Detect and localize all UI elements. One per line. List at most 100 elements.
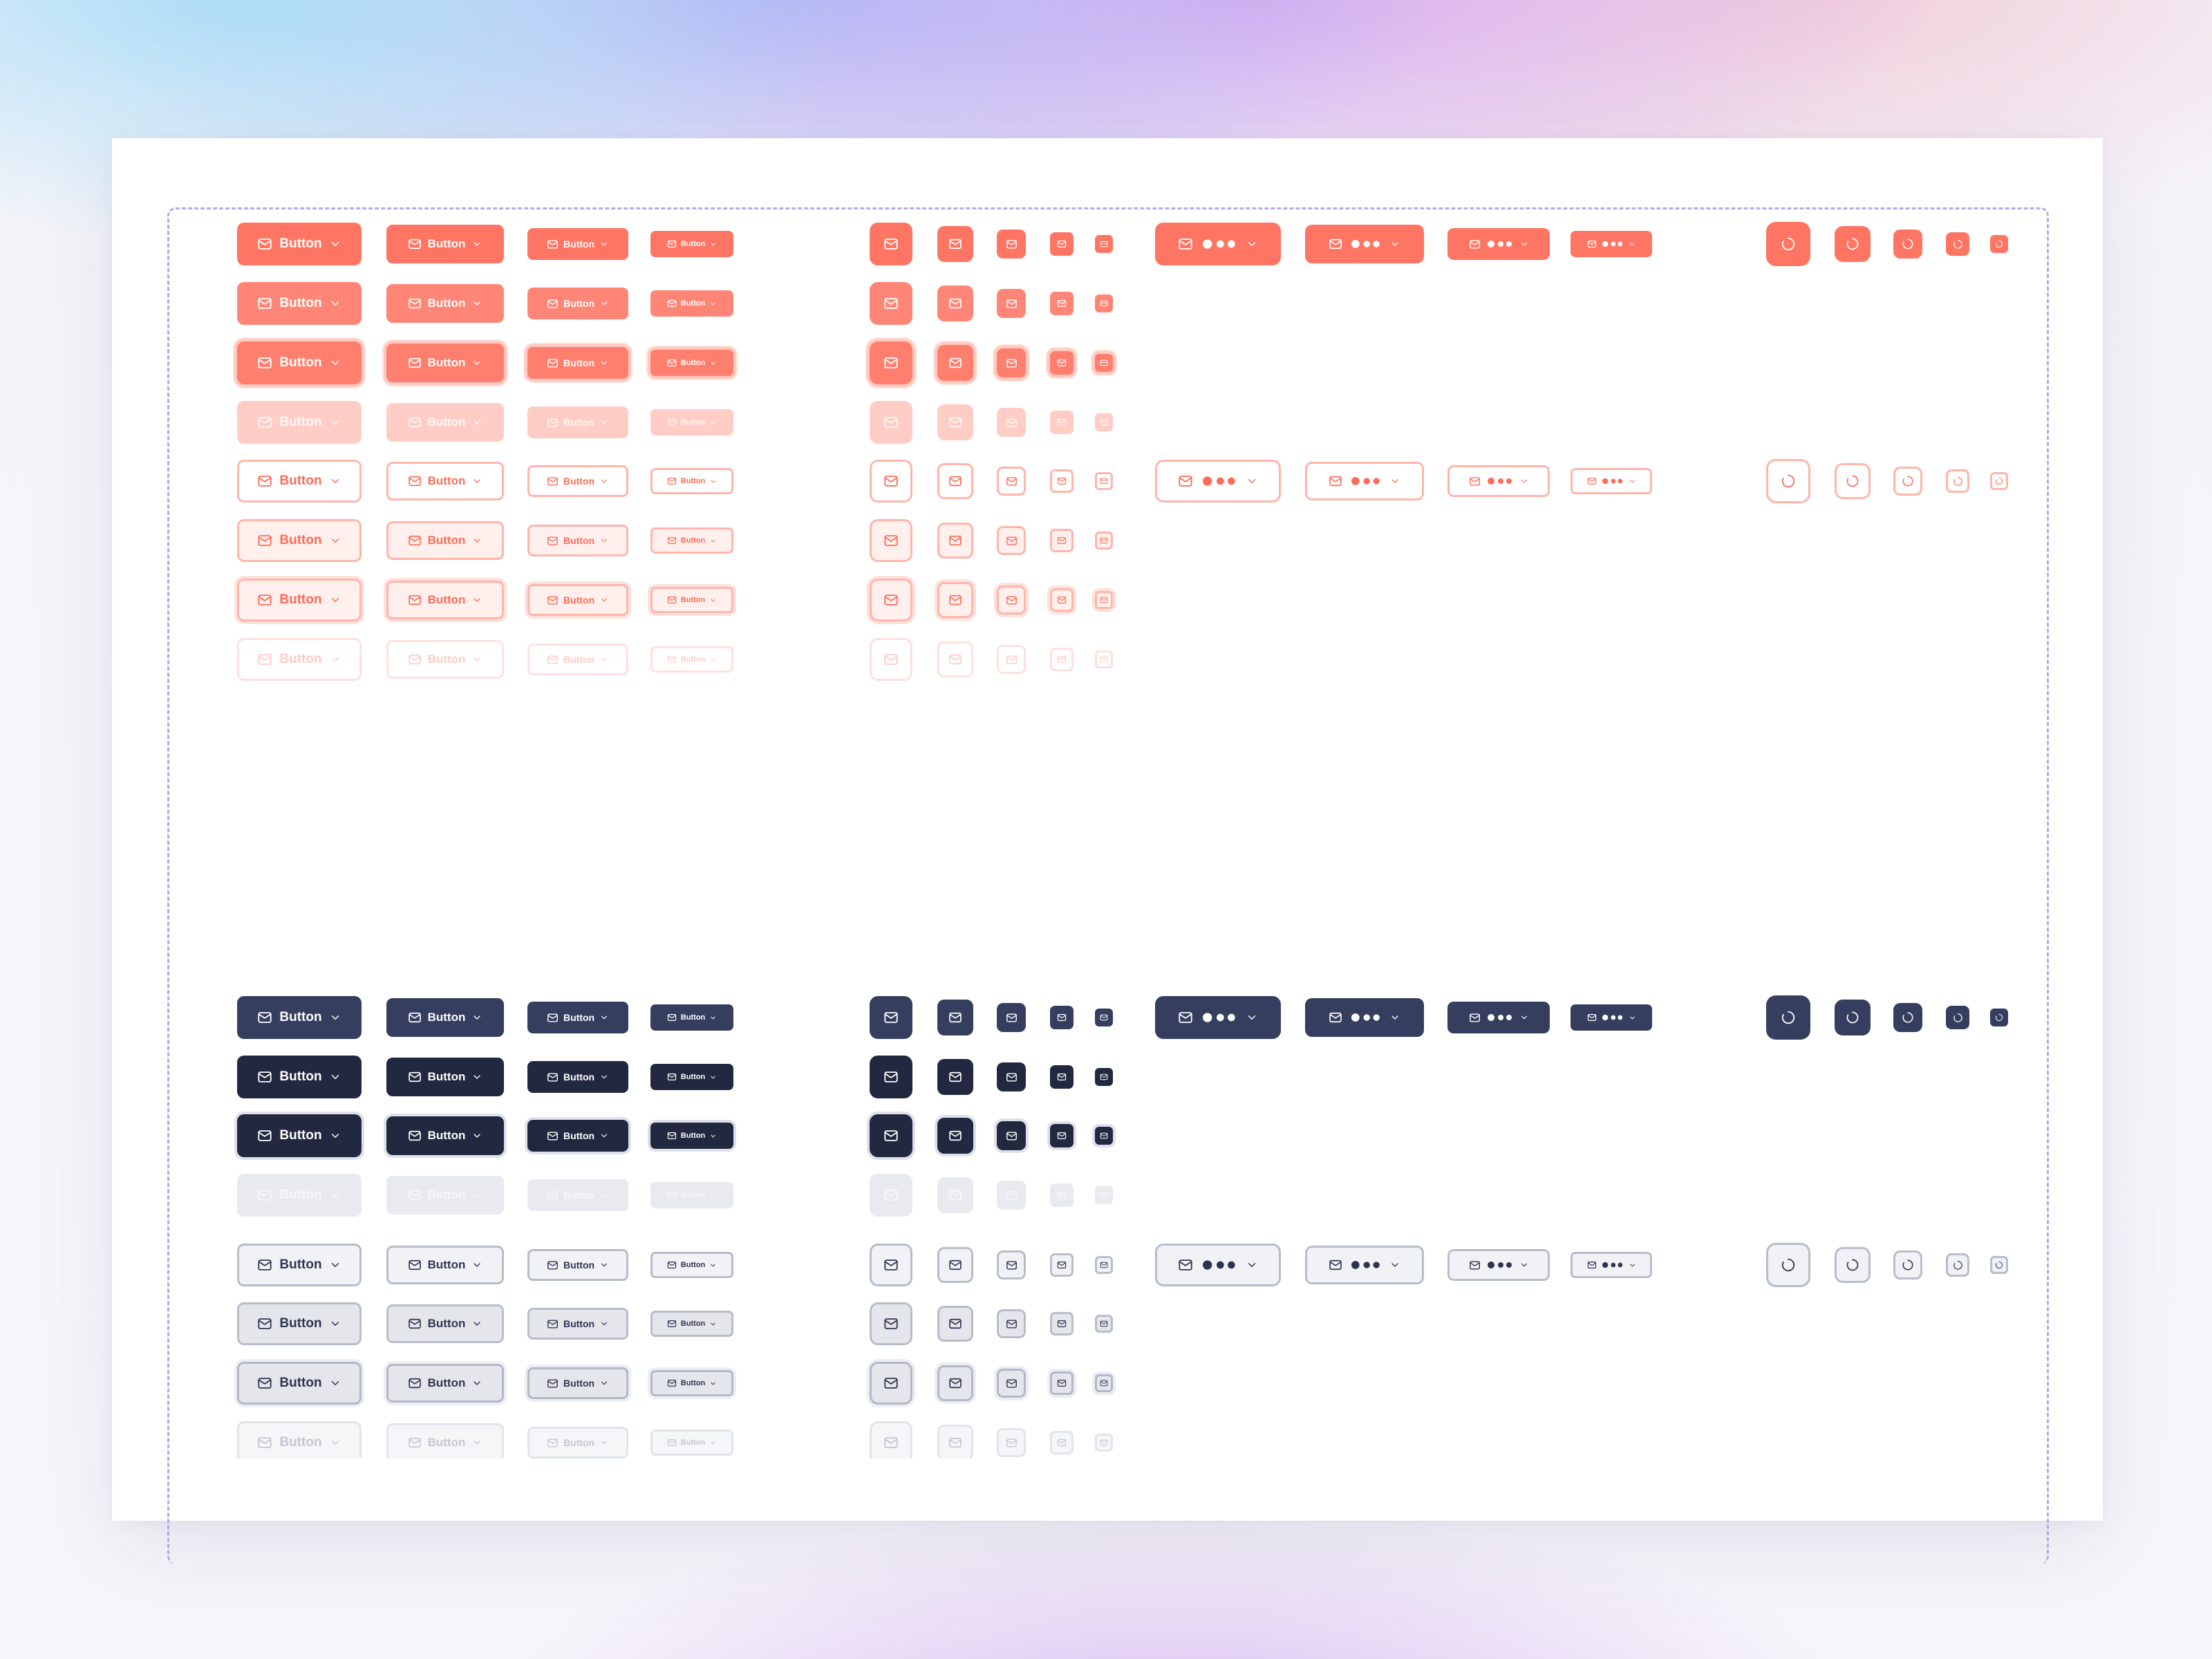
navy-filled-focus-button-sm[interactable]: Button <box>650 1123 733 1149</box>
coral-filled-default-button-sm[interactable]: Button <box>650 231 733 257</box>
gray-outline-hover-icon-button-lg[interactable] <box>937 1306 973 1342</box>
coral-filled-loading-button-xl[interactable] <box>1155 223 1281 265</box>
gray-outline-default-icon-button-md[interactable] <box>997 1250 1026 1280</box>
coral-filled-hover-button-md[interactable]: Button <box>527 288 628 319</box>
gray-outline-loading-button-sm[interactable] <box>1571 1252 1652 1278</box>
coral-filled-spinner-button-xl[interactable] <box>1766 222 1810 266</box>
coral-filled-focus-icon-button-xs[interactable] <box>1095 354 1113 372</box>
gray-outline-focus-button-lg[interactable]: Button <box>386 1364 504 1403</box>
coral-filled-loading-button-lg[interactable] <box>1305 225 1424 263</box>
navy-filled-default-icon-button-sm[interactable] <box>1050 1006 1074 1029</box>
coral-filled-spinner-button-md[interactable] <box>1893 229 1922 259</box>
coral-outline-default-button-sm[interactable]: Button <box>650 468 733 494</box>
gray-outline-spinner-button-xs[interactable] <box>1990 1256 2008 1274</box>
coral-filled-focus-icon-button-md[interactable] <box>997 348 1026 377</box>
coral-outline-focus-button-md[interactable]: Button <box>527 584 628 616</box>
navy-filled-default-icon-button-lg[interactable] <box>937 1000 973 1035</box>
gray-outline-hover-button-lg[interactable]: Button <box>386 1304 504 1343</box>
navy-filled-hover-icon-button-sm[interactable] <box>1050 1065 1074 1089</box>
gray-outline-loading-button-lg[interactable] <box>1305 1246 1424 1284</box>
coral-filled-hover-icon-button-md[interactable] <box>997 289 1026 318</box>
coral-filled-hover-icon-button-lg[interactable] <box>937 285 973 321</box>
coral-outline-loading-button-xl[interactable] <box>1155 460 1281 503</box>
gray-outline-default-icon-button-xs[interactable] <box>1095 1256 1113 1274</box>
navy-filled-focus-button-xl[interactable]: Button <box>237 1114 362 1157</box>
gray-outline-default-button-md[interactable]: Button <box>527 1249 628 1281</box>
gray-outline-focus-icon-button-lg[interactable] <box>937 1365 973 1401</box>
navy-filled-default-button-lg[interactable]: Button <box>386 998 504 1037</box>
coral-outline-spinner-button-lg[interactable] <box>1835 463 1871 499</box>
navy-filled-focus-icon-button-xl[interactable] <box>870 1114 912 1157</box>
navy-filled-loading-button-xl[interactable] <box>1155 996 1281 1039</box>
navy-filled-default-icon-button-xs[interactable] <box>1095 1009 1113 1027</box>
coral-filled-default-button-lg[interactable]: Button <box>386 225 504 263</box>
gray-outline-default-button-lg[interactable]: Button <box>386 1246 504 1284</box>
navy-filled-default-button-md[interactable]: Button <box>527 1002 628 1033</box>
gray-outline-hover-button-xl[interactable]: Button <box>237 1302 362 1345</box>
gray-outline-focus-icon-button-xs[interactable] <box>1095 1374 1113 1392</box>
coral-filled-focus-icon-button-sm[interactable] <box>1050 351 1074 375</box>
coral-filled-hover-icon-button-sm[interactable] <box>1050 292 1074 315</box>
coral-outline-hover-icon-button-sm[interactable] <box>1050 529 1074 552</box>
navy-filled-loading-button-md[interactable] <box>1447 1002 1550 1033</box>
navy-filled-spinner-button-sm[interactable] <box>1946 1006 1969 1029</box>
coral-filled-focus-icon-button-xl[interactable] <box>870 341 912 384</box>
navy-filled-hover-icon-button-xs[interactable] <box>1095 1068 1113 1086</box>
gray-outline-focus-button-xl[interactable]: Button <box>237 1362 362 1405</box>
navy-filled-spinner-button-xs[interactable] <box>1990 1009 2008 1027</box>
coral-outline-hover-icon-button-lg[interactable] <box>937 523 973 559</box>
coral-filled-focus-icon-button-lg[interactable] <box>937 345 973 381</box>
navy-filled-spinner-button-xl[interactable] <box>1766 995 1810 1040</box>
coral-filled-default-icon-button-lg[interactable] <box>937 226 973 262</box>
coral-outline-spinner-button-xl[interactable] <box>1766 459 1810 503</box>
gray-outline-focus-button-sm[interactable]: Button <box>650 1370 733 1396</box>
coral-outline-default-icon-button-xl[interactable] <box>870 460 912 503</box>
gray-outline-hover-icon-button-xl[interactable] <box>870 1302 912 1345</box>
coral-outline-loading-button-sm[interactable] <box>1571 468 1652 494</box>
coral-outline-focus-button-sm[interactable]: Button <box>650 587 733 613</box>
coral-outline-focus-button-lg[interactable]: Button <box>386 581 504 619</box>
coral-outline-hover-button-md[interactable]: Button <box>527 525 628 556</box>
gray-outline-default-icon-button-lg[interactable] <box>937 1247 973 1283</box>
navy-filled-hover-icon-button-xl[interactable] <box>870 1056 912 1098</box>
coral-filled-spinner-button-xs[interactable] <box>1990 235 2008 253</box>
coral-filled-loading-button-md[interactable] <box>1447 228 1550 260</box>
navy-filled-hover-button-lg[interactable]: Button <box>386 1058 504 1096</box>
coral-outline-hover-button-lg[interactable]: Button <box>386 521 504 560</box>
coral-outline-hover-button-sm[interactable]: Button <box>650 527 733 554</box>
gray-outline-hover-button-md[interactable]: Button <box>527 1308 628 1340</box>
navy-filled-spinner-button-md[interactable] <box>1893 1003 1922 1032</box>
gray-outline-focus-icon-button-sm[interactable] <box>1050 1371 1074 1395</box>
gray-outline-focus-icon-button-md[interactable] <box>997 1369 1026 1398</box>
coral-filled-default-icon-button-xl[interactable] <box>870 223 912 265</box>
coral-outline-loading-button-md[interactable] <box>1447 465 1550 497</box>
coral-filled-default-button-md[interactable]: Button <box>527 228 628 260</box>
coral-filled-focus-button-md[interactable]: Button <box>527 347 628 379</box>
gray-outline-loading-button-md[interactable] <box>1447 1249 1550 1281</box>
coral-filled-hover-button-sm[interactable]: Button <box>650 290 733 317</box>
coral-filled-focus-button-xl[interactable]: Button <box>237 341 362 384</box>
coral-filled-hover-icon-button-xl[interactable] <box>870 282 912 325</box>
coral-filled-default-icon-button-sm[interactable] <box>1050 232 1074 256</box>
navy-filled-hover-icon-button-md[interactable] <box>997 1062 1026 1091</box>
gray-outline-spinner-button-lg[interactable] <box>1835 1247 1871 1283</box>
coral-outline-default-button-lg[interactable]: Button <box>386 462 504 500</box>
coral-outline-hover-icon-button-xs[interactable] <box>1095 532 1113 550</box>
navy-filled-hover-button-sm[interactable]: Button <box>650 1064 733 1090</box>
navy-filled-focus-icon-button-xs[interactable] <box>1095 1127 1113 1145</box>
coral-filled-hover-icon-button-xs[interactable] <box>1095 294 1113 312</box>
gray-outline-hover-button-sm[interactable]: Button <box>650 1311 733 1337</box>
navy-filled-hover-button-xl[interactable]: Button <box>237 1056 362 1098</box>
coral-filled-spinner-button-lg[interactable] <box>1835 226 1871 262</box>
coral-filled-default-icon-button-md[interactable] <box>997 229 1026 259</box>
coral-outline-focus-icon-button-lg[interactable] <box>937 582 973 618</box>
coral-filled-loading-button-sm[interactable] <box>1571 231 1652 257</box>
coral-outline-spinner-button-sm[interactable] <box>1946 469 1969 493</box>
gray-outline-hover-icon-button-sm[interactable] <box>1050 1312 1074 1335</box>
gray-outline-default-button-sm[interactable]: Button <box>650 1252 733 1278</box>
coral-outline-hover-button-xl[interactable]: Button <box>237 519 362 562</box>
navy-filled-default-icon-button-xl[interactable] <box>870 996 912 1039</box>
gray-outline-focus-icon-button-xl[interactable] <box>870 1362 912 1405</box>
gray-outline-focus-button-md[interactable]: Button <box>527 1367 628 1399</box>
coral-outline-default-icon-button-sm[interactable] <box>1050 469 1074 493</box>
